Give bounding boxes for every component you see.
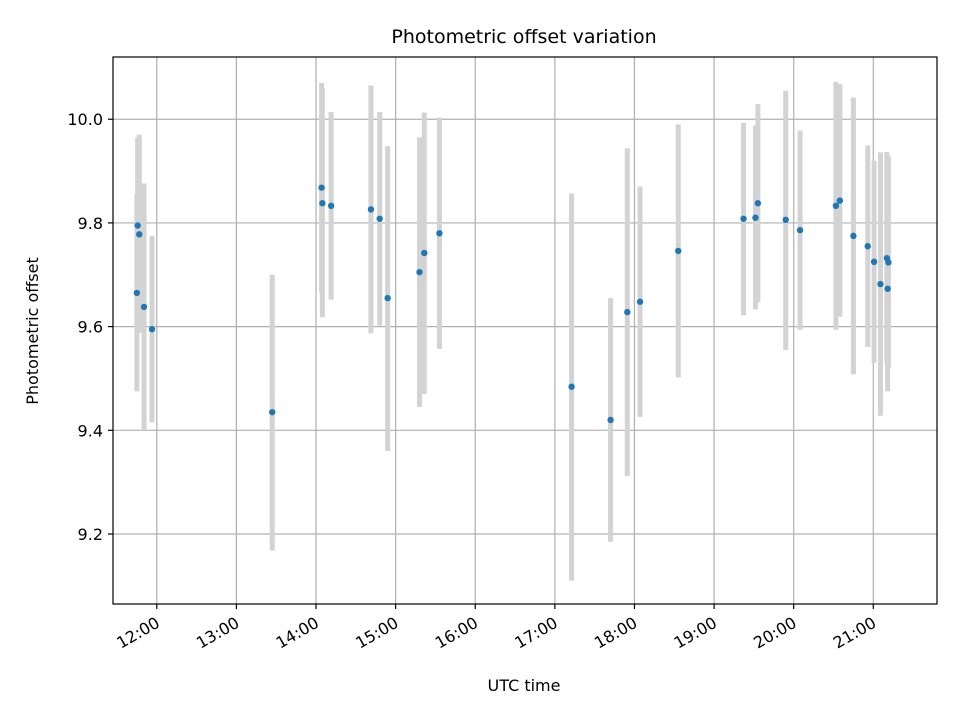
data-point — [421, 249, 428, 257]
data-point — [607, 416, 614, 424]
data-points — [133, 184, 892, 424]
y-tick-label: 9.8 — [78, 214, 103, 233]
data-point — [885, 259, 892, 266]
y-tick-label: 9.6 — [78, 318, 103, 337]
data-point — [752, 214, 759, 221]
chart-title: Photometric offset variation — [391, 26, 656, 48]
plot-frame — [112, 56, 938, 605]
data-point — [850, 232, 857, 240]
data-point — [416, 268, 423, 276]
data-point — [836, 197, 844, 204]
data-point — [367, 206, 375, 213]
data-point — [782, 216, 789, 224]
y-axis-label: Photometric offset — [23, 257, 42, 405]
data-point — [568, 383, 575, 390]
y-tick-label: 10.0 — [67, 110, 103, 129]
x-axis-label: UTC time — [488, 676, 561, 695]
data-point — [140, 303, 148, 311]
y-tick-label: 9.2 — [78, 525, 103, 544]
data-point — [884, 285, 891, 292]
data-point — [870, 258, 878, 266]
data-point — [832, 202, 840, 210]
data-point — [864, 243, 871, 250]
data-point — [624, 308, 631, 316]
data-point — [327, 202, 335, 210]
data-point — [136, 231, 143, 238]
y-axis-ticks: 9.2 9.4 9.6 9.8 10.0 — [67, 110, 113, 544]
data-point — [134, 222, 141, 229]
data-point — [376, 215, 383, 222]
data-point — [436, 230, 443, 237]
data-point — [133, 289, 141, 297]
data-point — [384, 294, 391, 302]
data-point — [877, 280, 884, 288]
data-point — [318, 184, 325, 191]
data-point — [269, 408, 276, 416]
data-point — [796, 226, 804, 234]
data-point — [148, 326, 156, 333]
data-point — [740, 215, 747, 222]
y-tick-label: 9.4 — [78, 421, 103, 440]
data-point — [754, 200, 762, 207]
data-point — [675, 247, 682, 255]
data-point — [636, 298, 644, 305]
data-point — [319, 200, 326, 207]
